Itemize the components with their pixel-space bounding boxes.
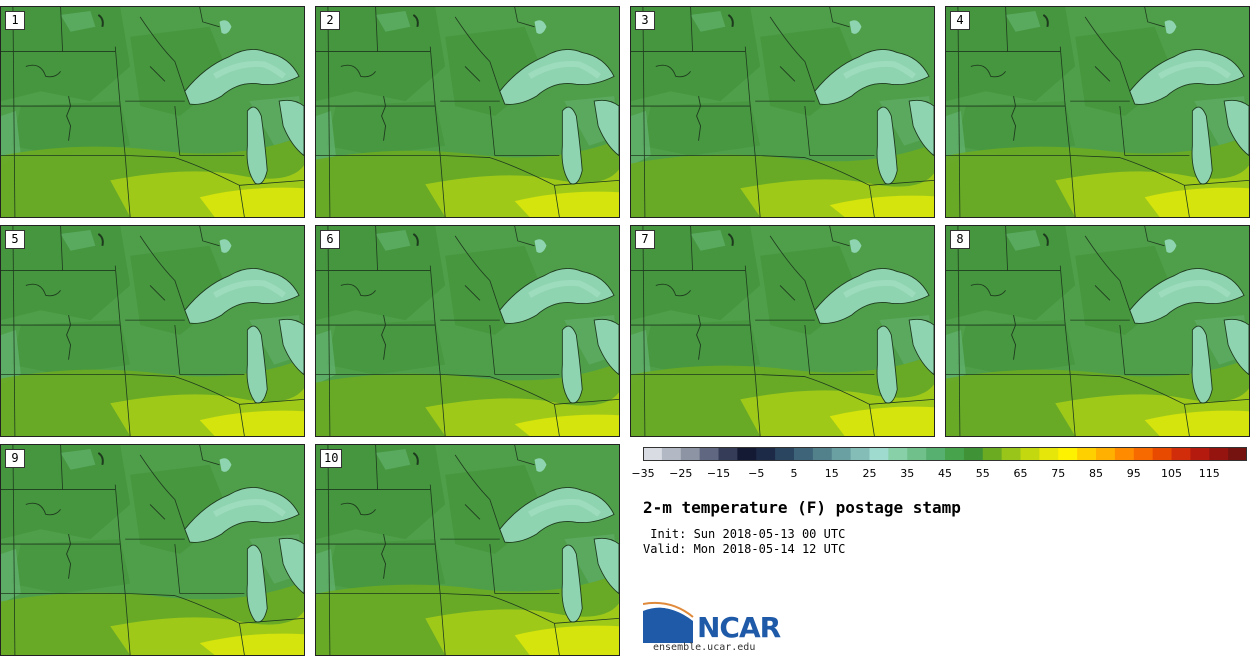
temperature-map [631,226,934,436]
temperature-map [316,7,619,217]
temperature-map [316,226,619,436]
colorbar-segment [1096,447,1116,461]
colorbar-tick-label: 85 [1089,467,1103,480]
member-label: 10 [320,449,343,468]
temperature-colorbar [643,447,1247,461]
temperature-map [1,445,304,655]
member-panel-2: 2 [315,6,620,218]
colorbar-segment [926,447,946,461]
chart-title: 2-m temperature (F) postage stamp [643,498,961,517]
member-panel-3: 3 [630,6,935,218]
colorbar-segment [963,447,984,461]
temperature-map [316,445,619,655]
colorbar-tick-label: 5 [790,467,798,480]
colorbar-segment [869,447,889,461]
member-label: 3 [635,11,655,30]
member-panel-4: 4 [945,6,1250,218]
colorbar-segment [1228,447,1247,461]
member-panel-1: 1 [0,6,305,218]
member-label: 6 [320,230,340,249]
temperature-map [631,7,934,217]
colorbar-tick-label: −5 [748,467,765,480]
colorbar-tick-label: 95 [1126,467,1141,480]
colorbar-tick-label: 65 [1013,467,1028,480]
colorbar-segment [907,447,927,461]
member-panel-5: 5 [0,225,305,437]
member-panel-6: 6 [315,225,620,437]
colorbar-segment [1058,447,1078,461]
colorbar-segment [945,447,965,461]
colorbar-segment [775,447,795,461]
colorbar-segment [1077,447,1097,461]
colorbar-segment [1039,447,1059,461]
member-panel-9: 9 [0,444,305,656]
colorbar-segment [1171,447,1191,461]
init-time: Init: Sun 2018-05-13 00 UTC [643,527,846,541]
ncar-logo-icon [643,601,694,643]
ncar-wordmark: NCAR [697,611,781,644]
colorbar-tick-label: −25 [669,467,693,480]
colorbar-tick-label: 15 [824,467,839,480]
temperature-map [946,7,1249,217]
temperature-map [946,226,1249,436]
colorbar-segment [643,447,663,461]
colorbar-segment [831,447,852,461]
member-label: 2 [320,11,340,30]
colorbar-tick-label: 75 [1051,467,1066,480]
colorbar-segment [1209,447,1229,461]
colorbar-tick-label: 115 [1198,467,1220,480]
member-label: 8 [950,230,970,249]
colorbar-segment [1020,447,1040,461]
member-label: 5 [5,230,25,249]
colorbar-segment [888,447,908,461]
member-label: 1 [5,11,25,30]
valid-time: Valid: Mon 2018-05-14 12 UTC [643,542,846,556]
colorbar-segment [794,447,814,461]
colorbar-segment [756,447,776,461]
colorbar-tick-label: 105 [1161,467,1182,480]
colorbar-tick-label: −35 [631,467,655,480]
colorbar-tick-label: −15 [706,467,731,480]
member-label: 7 [635,230,655,249]
colorbar-tick-label: 45 [938,467,952,480]
colorbar-outline [643,447,1247,461]
colorbar-segment [1001,447,1021,461]
member-panel-10: 10 [315,444,620,656]
colorbar-segment [680,447,701,461]
colorbar-segment [737,447,757,461]
colorbar-segment [661,447,682,461]
colorbar-segment [1133,447,1154,461]
colorbar-tick-label: 55 [975,467,990,480]
site-url[interactable]: ensemble.ucar.edu [653,642,756,653]
member-panel-8: 8 [945,225,1250,437]
colorbar-segment [1190,447,1210,461]
temperature-map [1,226,304,436]
colorbar-segment [1152,447,1172,461]
member-label: 9 [5,449,25,468]
colorbar-segment [812,447,833,461]
colorbar-segment [1114,447,1135,461]
colorbar-segment [718,447,738,461]
colorbar-segment [850,447,870,461]
member-panel-7: 7 [630,225,935,437]
member-label: 4 [950,11,970,30]
colorbar-tick-label: 35 [900,467,915,480]
colorbar-tick-label: 25 [862,467,877,480]
temperature-map [1,7,304,217]
colorbar-segment [699,447,719,461]
colorbar-segment [982,447,1003,461]
